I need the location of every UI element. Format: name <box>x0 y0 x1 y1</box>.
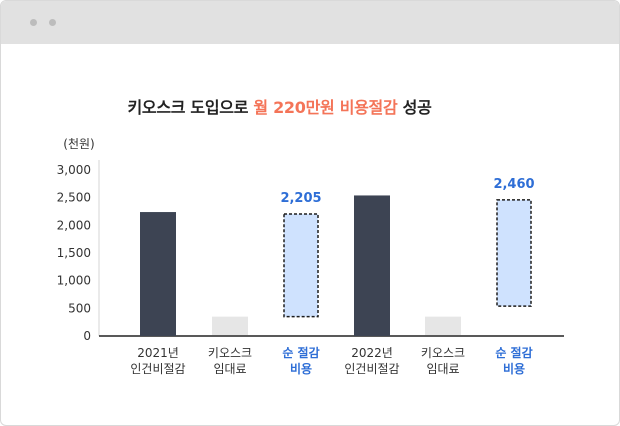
x-tick-label: 2022년 <box>351 346 393 360</box>
window-titlebar <box>1 1 619 44</box>
net-savings-bar <box>496 199 532 307</box>
net-savings-bar <box>283 213 319 318</box>
window-dot-icon <box>30 19 37 26</box>
x-tick-label: 키오스크 <box>421 346 465 360</box>
bars-group: 2,205 2,460 <box>140 177 535 336</box>
y-tick-label: 500 <box>68 301 91 315</box>
title-prefix: 키오스크 도입으로 <box>127 98 254 117</box>
chart-title: 키오스크 도입으로 월 220만원 비용절감 성공 <box>0 94 559 118</box>
x-tick-label: 키오스크 <box>208 346 252 360</box>
x-tick-label: 임대료 <box>426 362 459 376</box>
y-tick-label: 1,000 <box>57 274 91 288</box>
net-savings-value-label: 2,460 <box>493 177 534 192</box>
x-tick-label: 인건비절감 <box>344 362 399 376</box>
x-tick-label: 2021년 <box>137 346 179 360</box>
x-tick-label: 임대료 <box>213 362 246 376</box>
window-dot-icon <box>49 19 56 26</box>
y-tick-label: 2,000 <box>57 218 91 232</box>
labor-savings-bar <box>140 212 176 336</box>
x-tick-label: 인건비절감 <box>130 362 185 376</box>
x-tick-label: 순 절감 <box>495 345 532 360</box>
y-tick-label: 1,500 <box>57 246 91 260</box>
labor-savings-bar <box>354 195 390 336</box>
y-axis: 0 500 1,000 1,500 2,000 2,500 3,000 <box>57 160 100 343</box>
title-highlight: 월 220만원 비용절감 <box>253 98 398 117</box>
kiosk-rental-bar <box>425 316 461 335</box>
x-tick-label: 비용 <box>290 361 312 376</box>
y-tick-label: 0 <box>83 329 91 343</box>
net-savings-value-label: 2,205 <box>280 191 321 206</box>
title-suffix: 성공 <box>397 98 432 117</box>
kiosk-rental-bar <box>212 316 248 335</box>
x-tick-label: 비용 <box>503 361 525 376</box>
y-tick-label: 2,500 <box>57 191 91 205</box>
y-tick-label: 3,000 <box>57 163 91 177</box>
y-axis-label: (천원) <box>63 136 94 151</box>
x-tick-label: 순 절감 <box>282 345 319 360</box>
